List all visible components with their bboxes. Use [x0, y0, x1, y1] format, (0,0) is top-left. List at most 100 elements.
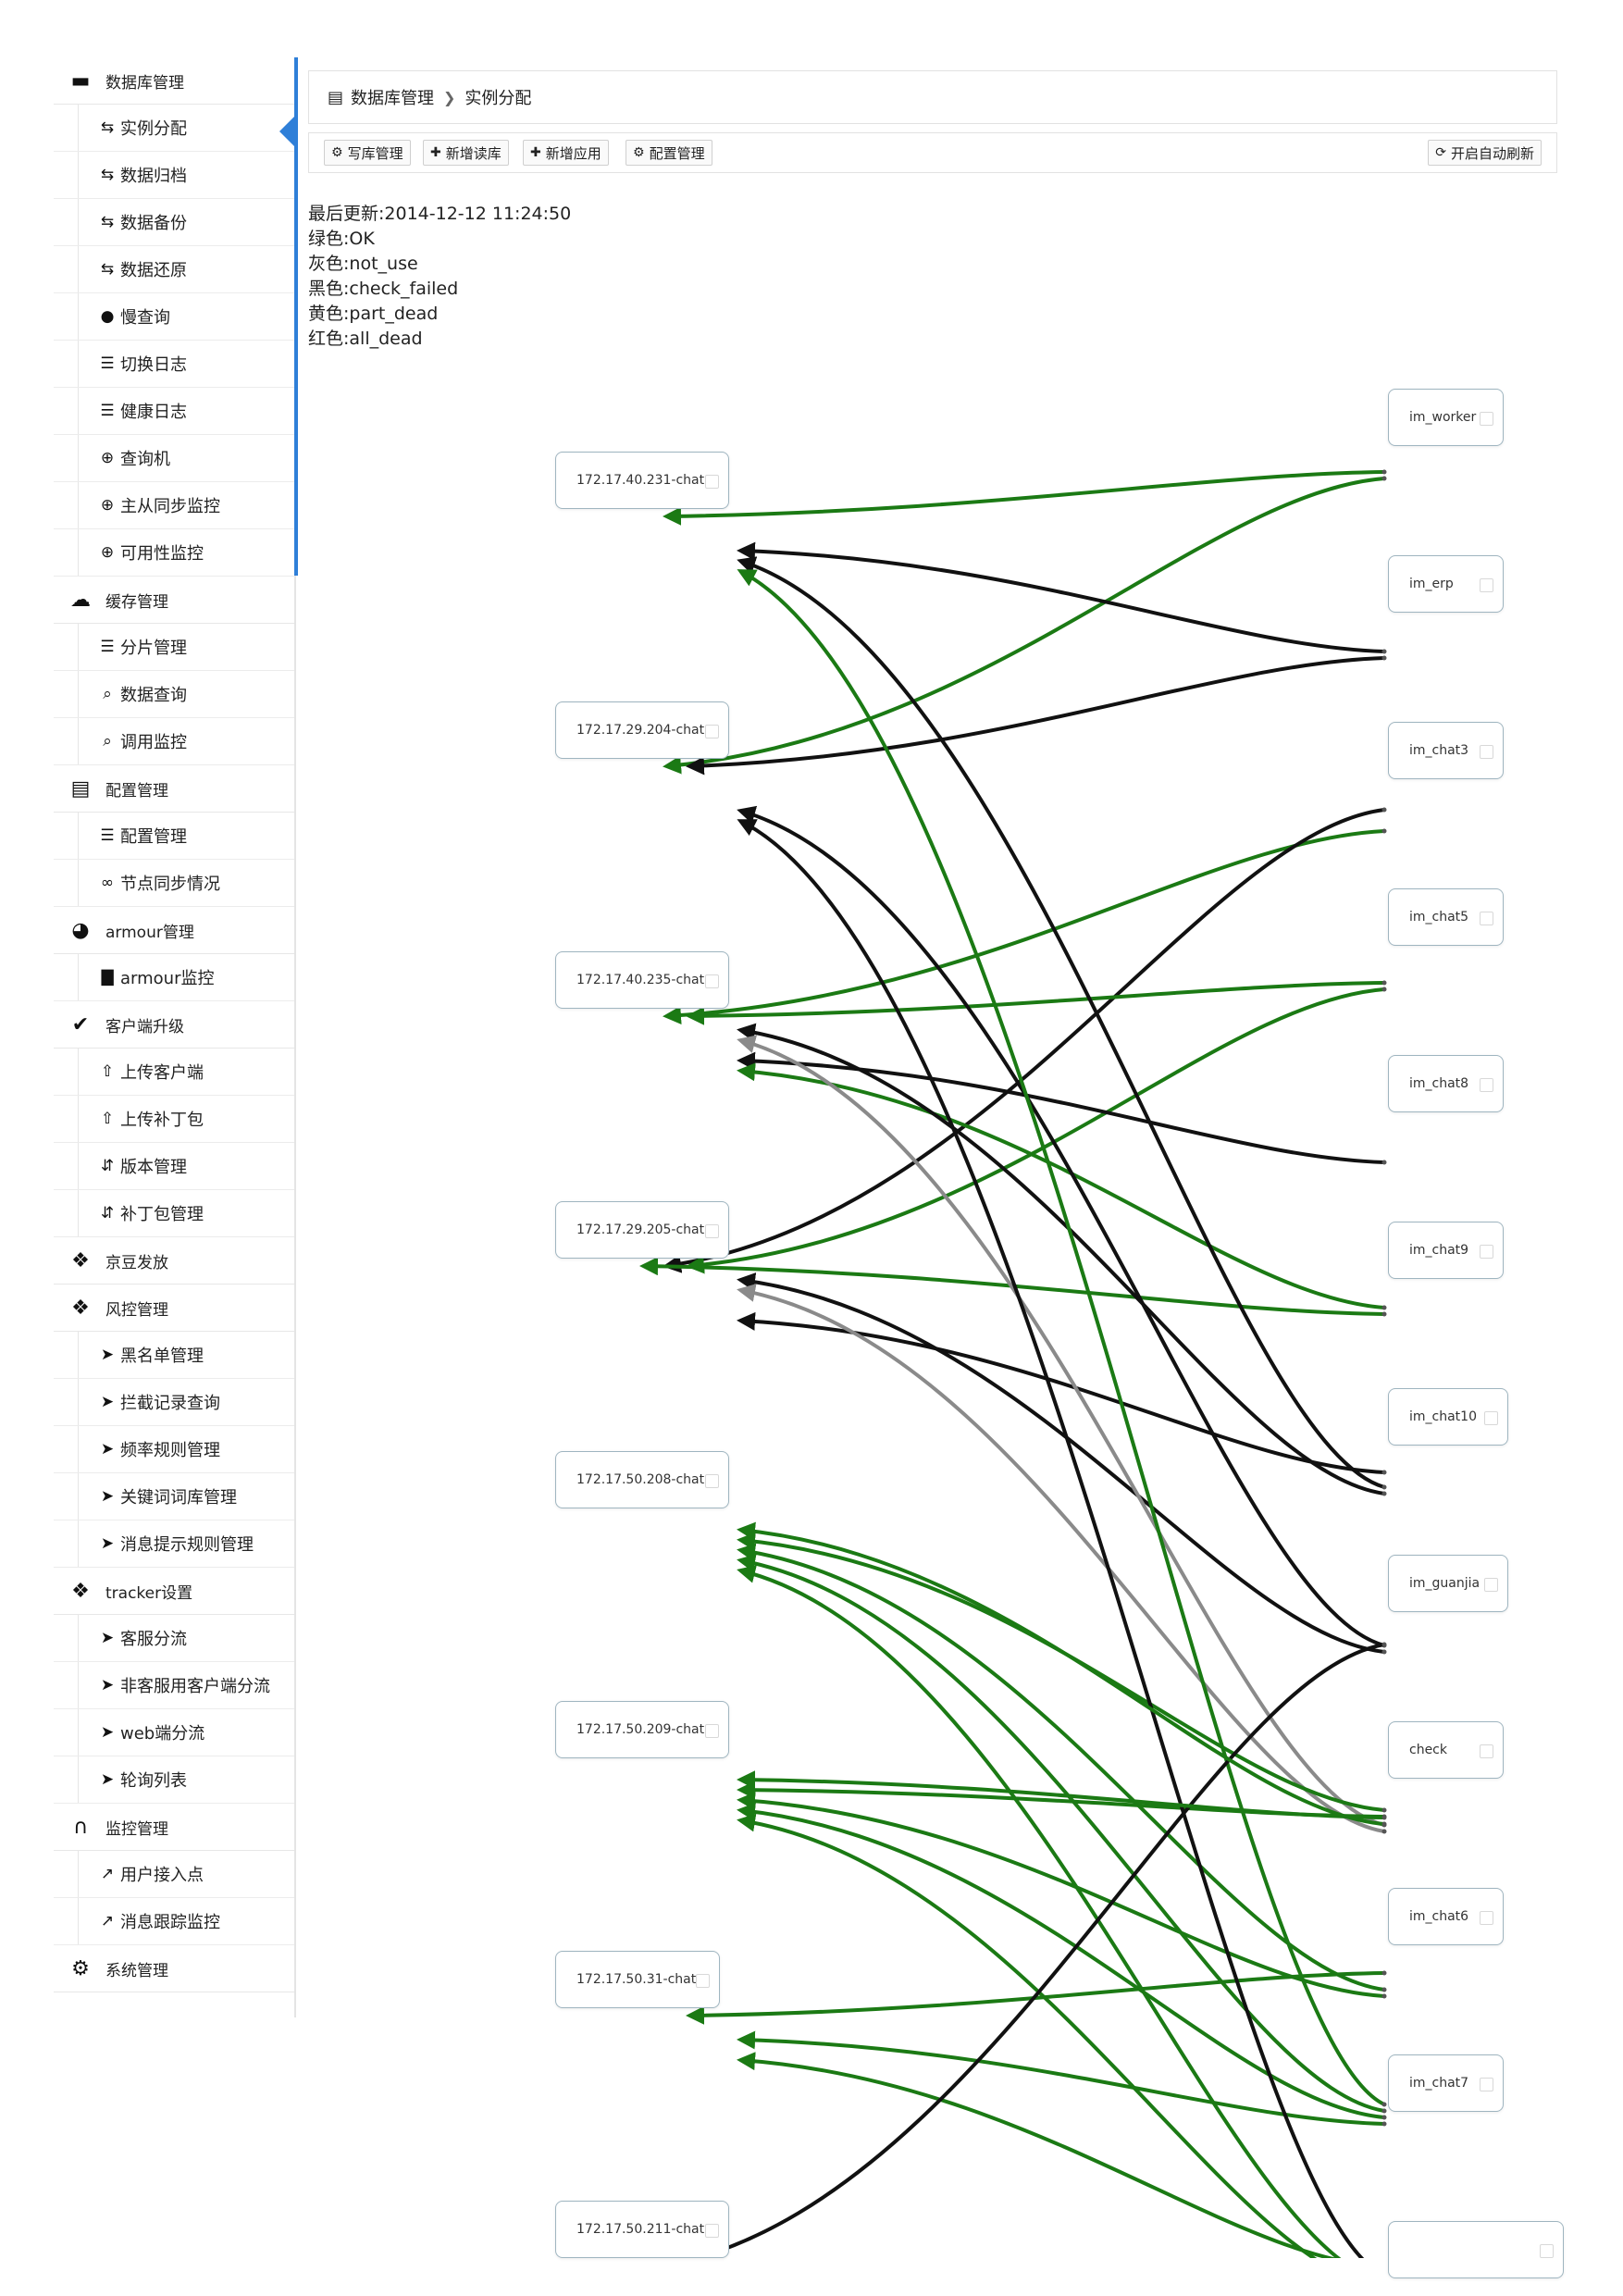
node-checkbox[interactable] — [705, 1724, 719, 1738]
sidebar-item[interactable]: ⊕ 可用性监控 — [54, 529, 294, 577]
sidebar-item[interactable]: ⇆ 数据归档 — [54, 152, 294, 199]
node-checkbox[interactable] — [1480, 1744, 1493, 1758]
sidebar-item[interactable]: ☰ 配置管理 — [54, 813, 294, 860]
sidebar-item[interactable]: ⇆ 数据备份 — [54, 199, 294, 246]
sidebar-item[interactable]: ∞ 节点同步情况 — [54, 860, 294, 907]
sidebar-group-monitor[interactable]: ∩ 监控管理 — [54, 1804, 294, 1851]
node-checkbox[interactable] — [705, 1224, 719, 1238]
auto-refresh-button[interactable]: ⟳ 开启自动刷新 — [1428, 140, 1542, 166]
node-checkbox[interactable] — [1484, 1578, 1498, 1592]
node-checkbox[interactable] — [705, 725, 719, 738]
app-node[interactable]: im_worker — [1388, 389, 1504, 446]
sidebar-group-label: 系统管理 — [105, 1961, 168, 1980]
node-checkbox[interactable] — [1480, 745, 1493, 759]
sidebar-item[interactable]: ↗ 消息跟踪监控 — [54, 1898, 294, 1945]
node-checkbox[interactable] — [1480, 412, 1493, 426]
app-node[interactable]: im_chat3 — [1388, 722, 1504, 779]
sidebar-item[interactable]: ⇆ 数据还原 — [54, 246, 294, 293]
sidebar-group-client[interactable]: ✔ 客户端升级 — [54, 1001, 294, 1049]
add-app-button[interactable]: ✚ 新增应用 — [523, 140, 609, 166]
app-node[interactable]: im_guanjia — [1388, 1555, 1508, 1612]
sidebar-group-config[interactable]: ▤ 配置管理 — [54, 765, 294, 813]
instance-node[interactable]: 172.17.29.204-chat — [555, 701, 729, 759]
node-checkbox[interactable] — [705, 475, 719, 489]
sidebar-item[interactable]: ➤ 消息提示规则管理 — [54, 1520, 294, 1568]
node-checkbox[interactable] — [705, 974, 719, 988]
pushpin-icon: ↗ — [100, 1865, 115, 1883]
app-node[interactable]: im_chat10 — [1388, 1388, 1508, 1446]
node-checkbox[interactable] — [1480, 578, 1493, 592]
link-arrow — [737, 1770, 1385, 1819]
node-checkbox[interactable] — [1540, 2244, 1554, 2258]
node-checkbox[interactable] — [1480, 1078, 1493, 1092]
sidebar-group-system[interactable]: ⚙ 系统管理 — [54, 1945, 294, 1992]
sidebar-item[interactable]: ⌕ 数据查询 — [54, 671, 294, 718]
instance-node[interactable]: 172.17.50.31-chat — [555, 1951, 720, 2008]
app-node[interactable]: im_chat8 — [1388, 1055, 1504, 1112]
app-node[interactable]: im_chat6 — [1388, 1888, 1504, 1945]
sidebar-item[interactable]: ⊕ 查询机 — [54, 435, 294, 482]
sidebar-item[interactable]: ⇧ 上传补丁包 — [54, 1096, 294, 1143]
sidebar-item[interactable]: ➤ web端分流 — [54, 1709, 294, 1756]
gift-icon: ❖ — [71, 1296, 90, 1320]
sidebar-item[interactable]: ☰ 分片管理 — [54, 624, 294, 671]
sidebar-item[interactable]: ☰ 健康日志 — [54, 388, 294, 435]
sidebar-group-jd[interactable]: ❖ 京豆发放 — [54, 1237, 294, 1285]
sidebar-item[interactable]: ⇆ 实例分配 — [54, 105, 294, 152]
sidebar-group-risk[interactable]: ❖ 风控管理 — [54, 1285, 294, 1332]
node-checkbox[interactable] — [696, 1974, 710, 1988]
send-icon: ➤ — [100, 1346, 115, 1364]
sidebar-item[interactable]: ↗ 用户接入点 — [54, 1851, 294, 1898]
breadcrumb-parent[interactable]: 数据库管理 — [351, 89, 435, 108]
app-node[interactable]: im_erp — [1388, 555, 1504, 613]
app-node[interactable]: im_chat5 — [1388, 888, 1504, 946]
config-manage-button[interactable]: ⚙ 配置管理 — [626, 140, 712, 166]
sort-icon: ⇵ — [100, 1157, 115, 1175]
node-checkbox[interactable] — [705, 1474, 719, 1488]
sidebar-item[interactable]: ⇵ 补丁包管理 — [54, 1190, 294, 1237]
instance-node[interactable]: 172.17.40.231-chat — [555, 452, 729, 509]
app-node[interactable] — [1388, 2221, 1564, 2278]
node-checkbox[interactable] — [1480, 2078, 1493, 2091]
sidebar-group-cache[interactable]: ☁ 缓存管理 — [54, 577, 294, 624]
instance-node[interactable]: 172.17.29.205-chat — [555, 1201, 729, 1259]
sidebar-group-armour[interactable]: ◕ armour管理 — [54, 907, 294, 954]
sidebar-item[interactable]: ➤ 黑名单管理 — [54, 1332, 294, 1379]
sidebar-item[interactable]: ➤ 客服分流 — [54, 1615, 294, 1662]
node-checkbox[interactable] — [1484, 1411, 1498, 1425]
sidebar-item[interactable]: ➤ 拦截记录查询 — [54, 1379, 294, 1426]
sidebar-item[interactable]: ⊕ 主从同步监控 — [54, 482, 294, 529]
sidebar-item[interactable]: ➤ 轮询列表 — [54, 1756, 294, 1804]
sidebar-group-tracker[interactable]: ❖ tracker设置 — [54, 1568, 294, 1615]
sidebar-item-label: 轮询列表 — [120, 1771, 187, 1791]
sidebar-item-label: 分片管理 — [120, 639, 187, 658]
sidebar-item[interactable]: ● 慢查询 — [54, 293, 294, 341]
sidebar-item-label: 节点同步情况 — [120, 875, 220, 894]
instance-node[interactable]: 172.17.50.209-chat — [555, 1701, 729, 1758]
add-read-db-button[interactable]: ✚ 新增读库 — [423, 140, 509, 166]
node-checkbox[interactable] — [1480, 912, 1493, 925]
node-checkbox[interactable] — [705, 2224, 719, 2238]
sidebar-item[interactable]: ▇ armour监控 — [54, 954, 294, 1001]
sidebar-item[interactable]: ➤ 关键词词库管理 — [54, 1473, 294, 1520]
app-node[interactable]: im_chat9 — [1388, 1222, 1504, 1279]
node-checkbox[interactable] — [1480, 1245, 1493, 1259]
list-icon: ☰ — [100, 826, 115, 845]
app-node[interactable]: im_chat7 — [1388, 2054, 1504, 2112]
sidebar-group-db[interactable]: ▬ 数据库管理 — [54, 57, 294, 105]
instance-node[interactable]: 172.17.50.208-chat — [555, 1451, 729, 1508]
sidebar-item[interactable]: ☰ 切换日志 — [54, 341, 294, 388]
node-checkbox[interactable] — [1480, 1911, 1493, 1925]
legend-row: 黄色:part_dead — [308, 302, 571, 327]
link-arrow — [737, 569, 1385, 2106]
sidebar-item[interactable]: ⇧ 上传客户端 — [54, 1049, 294, 1096]
write-db-button[interactable]: ⚙ 写库管理 — [324, 140, 411, 166]
app-node[interactable]: check — [1388, 1721, 1504, 1779]
config-manage-label: 配置管理 — [649, 144, 705, 162]
sidebar-item[interactable]: ➤ 频率规则管理 — [54, 1426, 294, 1473]
instance-node[interactable]: 172.17.50.211-chat — [555, 2201, 729, 2258]
sidebar-item[interactable]: ⇵ 版本管理 — [54, 1143, 294, 1190]
instance-node[interactable]: 172.17.40.235-chat — [555, 951, 729, 1009]
sidebar-item[interactable]: ⌕ 调用监控 — [54, 718, 294, 765]
sidebar-item[interactable]: ➤ 非客服用客户端分流 — [54, 1662, 294, 1709]
